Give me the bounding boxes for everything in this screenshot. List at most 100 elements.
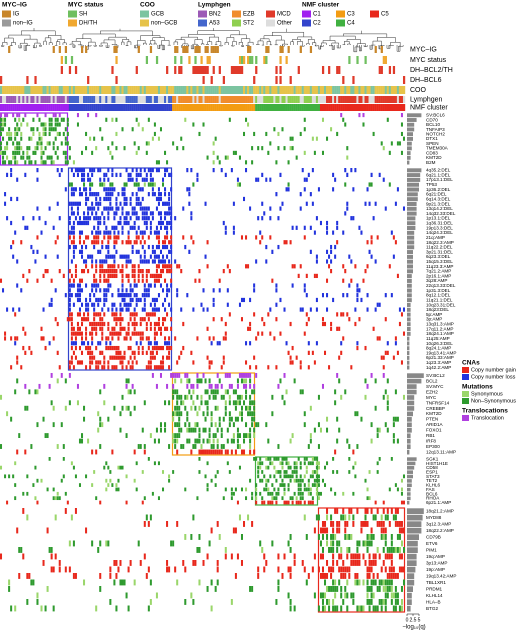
legend-label: Other bbox=[277, 21, 292, 27]
heat-cell bbox=[115, 605, 118, 612]
heat-cell bbox=[44, 433, 47, 438]
heat-cell bbox=[321, 573, 324, 579]
heat-cell bbox=[384, 566, 387, 573]
heat-cell bbox=[402, 527, 405, 534]
heat-cell bbox=[54, 122, 57, 127]
heat-cell bbox=[135, 283, 138, 288]
heat-cell bbox=[313, 592, 316, 599]
track-cell bbox=[236, 96, 240, 103]
heat-cell bbox=[151, 136, 154, 141]
heat-cell bbox=[166, 244, 169, 250]
track-cell bbox=[157, 86, 161, 94]
heat-cell bbox=[16, 127, 19, 132]
heat-cell bbox=[321, 383, 324, 389]
track-cell bbox=[271, 104, 274, 111]
track-cell bbox=[34, 96, 37, 103]
heat-cell bbox=[135, 293, 138, 298]
heat-cell bbox=[137, 196, 140, 202]
heat-cell bbox=[287, 182, 290, 187]
heat-cell bbox=[157, 230, 160, 235]
heat-cell bbox=[321, 527, 324, 534]
track-cell bbox=[281, 96, 284, 103]
track-cell bbox=[251, 104, 254, 111]
heat-cell bbox=[153, 122, 156, 127]
heat-cell bbox=[70, 283, 73, 288]
heat-cell bbox=[194, 427, 197, 433]
heat-cell bbox=[208, 427, 211, 433]
heat-cell bbox=[265, 487, 268, 492]
legend-swatch bbox=[302, 10, 311, 18]
heat-cell bbox=[348, 534, 351, 540]
heat-cell bbox=[151, 216, 154, 221]
track-cell bbox=[330, 96, 333, 103]
track-cell bbox=[230, 86, 234, 94]
heat-cell bbox=[157, 259, 160, 264]
track-cell bbox=[44, 104, 47, 111]
track-cell bbox=[255, 66, 258, 74]
heat-cell bbox=[194, 422, 197, 428]
legend-swatch bbox=[140, 10, 149, 18]
dendro-line bbox=[76, 33, 92, 39]
heat-cell bbox=[356, 553, 359, 560]
heat-cell bbox=[133, 326, 136, 331]
heat-cell bbox=[380, 141, 383, 146]
q-bar bbox=[407, 422, 412, 428]
heat-cell bbox=[317, 514, 320, 521]
heat-cell bbox=[89, 345, 92, 351]
heat-cell bbox=[107, 307, 110, 312]
heat-cell bbox=[83, 405, 86, 411]
heat-cell bbox=[24, 160, 27, 165]
heat-cell bbox=[226, 264, 229, 269]
heat-cell bbox=[269, 206, 272, 211]
heat-cell bbox=[249, 365, 252, 370]
track-cell bbox=[328, 96, 331, 103]
track-cell bbox=[66, 104, 70, 111]
row-label: 6p21.33:AMP bbox=[426, 355, 454, 360]
heat-cell bbox=[279, 297, 282, 303]
heat-cell bbox=[162, 201, 165, 206]
heat-cell bbox=[228, 312, 231, 317]
heat-cell bbox=[129, 196, 132, 202]
heat-cell bbox=[313, 457, 316, 461]
heat-cell bbox=[271, 483, 274, 487]
heat-cell bbox=[76, 293, 79, 298]
track-cell bbox=[253, 76, 256, 84]
track-cell bbox=[309, 104, 313, 111]
track-cell bbox=[362, 96, 365, 103]
heat-cell bbox=[74, 273, 77, 279]
track-cell bbox=[400, 86, 404, 94]
heat-cell bbox=[109, 150, 112, 155]
heat-cell bbox=[172, 470, 175, 474]
heat-cell bbox=[261, 496, 264, 501]
heat-cell bbox=[111, 254, 114, 259]
heat-cell bbox=[293, 605, 296, 612]
heat-cell bbox=[113, 230, 116, 235]
heat-cell bbox=[64, 566, 67, 573]
track-cell bbox=[287, 96, 290, 103]
heat-cell bbox=[125, 259, 128, 264]
heat-cell bbox=[170, 172, 173, 178]
heat-cell bbox=[68, 307, 71, 312]
heat-cell bbox=[91, 341, 94, 346]
heat-cell bbox=[109, 478, 112, 483]
heat-cell bbox=[151, 312, 154, 317]
heat-cell bbox=[174, 433, 177, 438]
heat-cell bbox=[145, 365, 148, 370]
heat-cell bbox=[340, 605, 343, 612]
dendro-line bbox=[186, 43, 189, 47]
heat-cell bbox=[101, 365, 104, 370]
heat-cell bbox=[68, 288, 71, 293]
row-label: 22q13.33:DEL bbox=[426, 283, 456, 288]
heat-cell bbox=[85, 196, 88, 202]
heat-cell bbox=[101, 350, 104, 355]
track-cell bbox=[238, 66, 242, 74]
heat-cell bbox=[127, 254, 130, 259]
heat-cell bbox=[382, 521, 385, 527]
heat-cell bbox=[44, 146, 47, 151]
heat-cell bbox=[58, 131, 61, 137]
heat-cell bbox=[202, 560, 205, 566]
dendro-line bbox=[377, 33, 396, 38]
heat-cell bbox=[87, 317, 90, 322]
heat-cell bbox=[206, 461, 209, 466]
heat-cell bbox=[372, 560, 375, 566]
